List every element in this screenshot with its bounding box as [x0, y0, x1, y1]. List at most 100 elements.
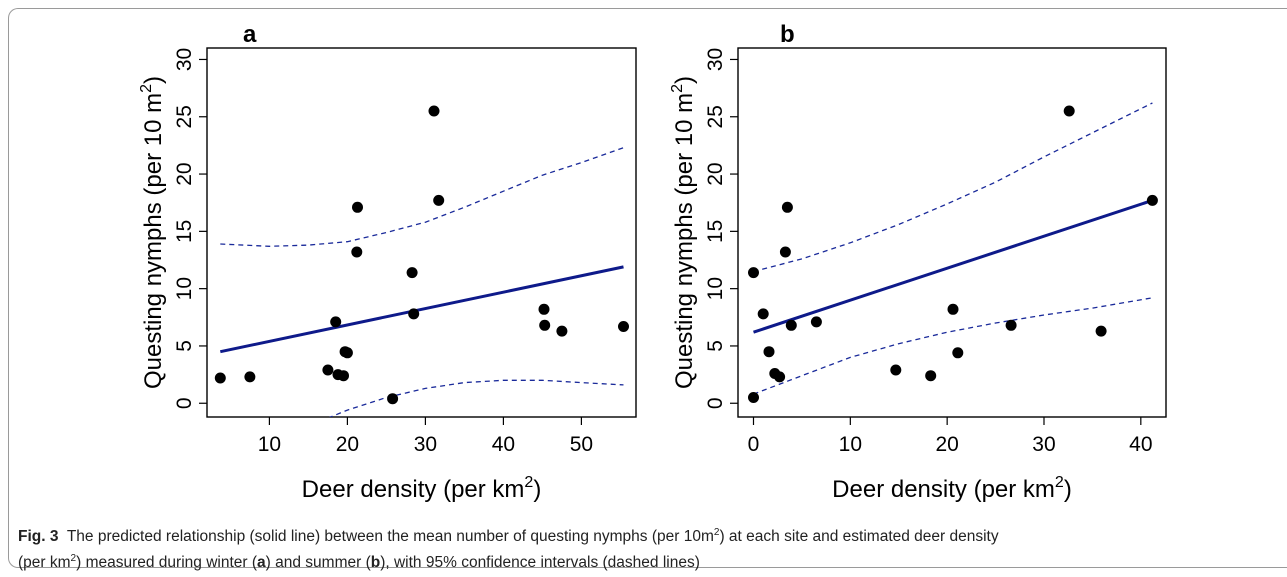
data-point [925, 370, 937, 382]
x-tick-label: 50 [570, 433, 593, 456]
y-tick-label: 15 [173, 220, 196, 243]
data-point [1063, 105, 1075, 117]
y-axis-label-end: ) [140, 76, 167, 84]
data-point [774, 371, 786, 383]
plot-frame [737, 47, 1167, 418]
y-axis-label: Questing nymphs (per 10 m2) [669, 76, 698, 389]
ci-upper-line [220, 147, 624, 247]
x-axis-label-end: ) [533, 476, 541, 503]
data-point [433, 194, 445, 206]
y-tick-label: 5 [173, 340, 196, 352]
caption-panel-a: a [257, 554, 266, 572]
panel-label: b [780, 21, 795, 48]
x-tick-label: 0 [748, 433, 760, 456]
x-axis-label-sup: 2 [1055, 474, 1064, 491]
data-point [556, 325, 568, 337]
x-axis-label-text: Deer density (per km [832, 476, 1055, 503]
data-point [1005, 319, 1017, 331]
caption-sup-1: 2 [713, 527, 720, 538]
data-point [322, 364, 334, 376]
figure-caption: Fig. 3 The predicted relationship (solid… [18, 522, 1268, 574]
data-point [406, 267, 418, 279]
x-tick-label: 20 [935, 433, 958, 456]
caption-fig-label: Fig. 3 [18, 528, 59, 546]
plot-frame [206, 47, 637, 418]
data-point [539, 319, 551, 331]
x-tick-label: 40 [492, 433, 515, 456]
y-axis-label-sup: 2 [138, 84, 155, 93]
y-tick-label: 25 [704, 105, 727, 128]
data-point [781, 201, 793, 213]
chart-panel-b: b 0 10 20 30 40 0 5 10 15 20 25 30 Deer density (per … [669, 21, 1167, 503]
y-axis-label-sup: 2 [669, 84, 686, 93]
y-axis-label: Questing nymphs (per 10 m2) [138, 76, 167, 389]
data-point [947, 303, 959, 315]
data-point [748, 392, 759, 403]
x-tick-label: 40 [1129, 433, 1152, 456]
ci-lower-line [753, 297, 1153, 395]
x-tick-label: 30 [1032, 433, 1055, 456]
y-tick-label: 20 [173, 162, 196, 185]
y-tick-label: 10 [704, 277, 727, 300]
y-axis-label-text: Questing nymphs (per 10 m [671, 93, 698, 389]
data-point [779, 246, 791, 258]
data-point [1095, 325, 1107, 337]
panel-label: a [243, 21, 257, 48]
x-axis-label-text: Deer density (per km [302, 476, 525, 503]
caption-text-1: The predicted relationship (solid line) … [66, 528, 714, 546]
data-point [428, 105, 440, 117]
data-point [890, 364, 902, 376]
y-tick-label: 30 [704, 48, 727, 71]
fit-line [219, 265, 624, 354]
data-point [810, 316, 822, 328]
x-axis-label: Deer density (per km2) [302, 474, 542, 503]
fit-line [753, 198, 1153, 334]
data-point [351, 246, 363, 258]
data-point [538, 303, 550, 315]
caption-text-5: ) and summer ( [265, 554, 371, 572]
ci-upper-line [753, 102, 1153, 273]
y-tick-label: 15 [704, 220, 727, 243]
y-tick-label: 30 [173, 48, 196, 71]
x-tick-label: 10 [258, 433, 281, 456]
data-point [748, 267, 759, 279]
figure-frame [8, 8, 1287, 568]
y-tick-label: 10 [173, 277, 196, 300]
data-point [952, 347, 964, 359]
x-tick-label: 30 [414, 433, 437, 456]
x-tick-label: 20 [336, 433, 359, 456]
caption-sup-2: 2 [70, 553, 77, 565]
caption-text-4: ) measured during winter ( [76, 554, 258, 572]
data-point [1146, 194, 1158, 206]
caption-text-2: ) at each site and estimated deer densit… [719, 528, 999, 546]
x-axis-label: Deer density (per km2) [832, 474, 1072, 503]
data-point [244, 371, 256, 383]
y-tick-label: 0 [704, 397, 727, 409]
y-tick-label: 25 [173, 105, 196, 128]
ci-lower-line [328, 379, 624, 417]
x-axis-label-end: ) [1064, 476, 1072, 503]
y-axis-label-text: Questing nymphs (per 10 m [140, 93, 167, 389]
data-point [338, 370, 349, 382]
x-axis-label-sup: 2 [524, 474, 533, 491]
y-tick-label: 5 [704, 340, 727, 352]
y-tick-label: 20 [704, 162, 727, 185]
data-point [757, 308, 769, 320]
data-point [387, 393, 399, 405]
data-point [785, 319, 797, 331]
caption-text-6: ), with 95% confidence intervals (dashed… [380, 554, 700, 572]
caption-panel-b: b [370, 554, 381, 572]
data-point [618, 321, 629, 332]
y-tick-label: 0 [173, 397, 196, 409]
data-point [763, 346, 775, 358]
caption-text-3: (per km [18, 554, 71, 572]
data-point [214, 372, 226, 384]
x-tick-label: 10 [839, 433, 862, 456]
data-point [341, 347, 353, 359]
data-point [408, 308, 420, 320]
data-point [330, 316, 342, 328]
chart-panel-a: a 10 20 30 40 50 0 5 10 15 20 25 30 Deer density (per… [138, 21, 637, 503]
data-point [352, 201, 363, 213]
y-axis-label-end: ) [671, 76, 698, 84]
